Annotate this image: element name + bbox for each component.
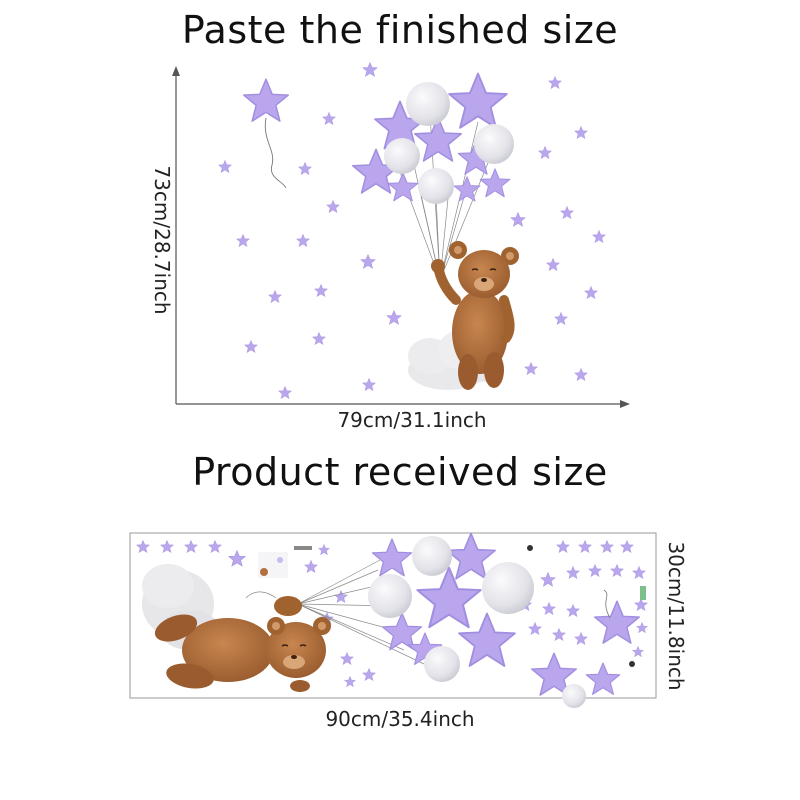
balloon-strings-bottom: [245, 559, 425, 665]
teddy-bear-top: [431, 241, 519, 390]
balloon-bunch-top: [351, 72, 514, 204]
sheet-mini-preview: [258, 546, 312, 578]
finished-axes: [172, 66, 630, 408]
teddy-bear-bottom: [154, 596, 331, 692]
balloon-bunch-bottom: [368, 532, 646, 708]
finished-size-title: Paste the finished size: [181, 8, 619, 52]
finished-width-label: 79cm/31.1inch: [337, 408, 487, 432]
received-size-title: Product received size: [192, 450, 608, 494]
star-balloon-left: [242, 78, 290, 189]
received-width-label: 90cm/35.4inch: [325, 707, 475, 731]
